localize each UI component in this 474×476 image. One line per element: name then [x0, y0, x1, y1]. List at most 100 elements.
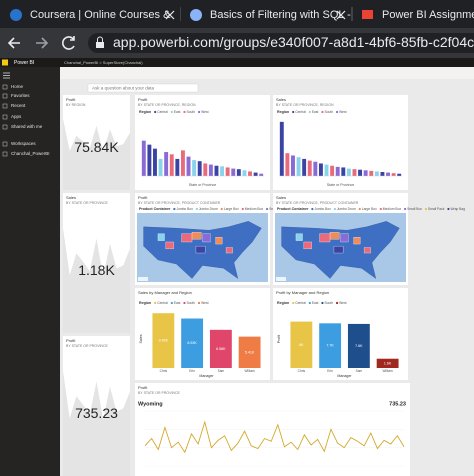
- map-region: [353, 236, 361, 245]
- nav-item[interactable]: Shared with me: [11, 124, 43, 129]
- lock-icon[interactable]: [96, 42, 104, 48]
- bar: [197, 161, 202, 176]
- nav-item[interactable]: Workspaces: [11, 141, 36, 146]
- back-button[interactable]: [7, 37, 20, 49]
- tab[interactable]: Coursera | Online Courses &: [0, 2, 180, 28]
- legend-swatch: [183, 301, 186, 305]
- legend-swatch: [379, 207, 382, 211]
- breadcrumb[interactable]: Chanchal_PowerBI > SuperStore(Chanchal): [64, 60, 143, 65]
- bar: [236, 169, 241, 176]
- nav-item[interactable]: Apps: [11, 114, 22, 119]
- tab-close[interactable]: [165, 10, 175, 20]
- legend-swatch: [292, 301, 295, 305]
- bar: [181, 318, 204, 368]
- reload-button[interactable]: [62, 36, 75, 50]
- tile-subtitle: BY STATE OR PROVINCE: [66, 201, 108, 205]
- nav-icon[interactable]: [2, 141, 8, 147]
- qna-box[interactable]: [87, 83, 199, 93]
- app-brand[interactable]: Power BI: [14, 60, 34, 66]
- legend-title: Product Container: [277, 207, 309, 211]
- legend-swatch: [333, 207, 336, 211]
- data-label: 6.58K: [216, 347, 226, 351]
- app-logo[interactable]: [2, 59, 8, 66]
- nav-icon[interactable]: [2, 151, 8, 157]
- qna-placeholder[interactable]: Ask a question about your data: [92, 85, 155, 90]
- bar: [335, 166, 340, 176]
- bar: [291, 155, 295, 176]
- nav-toggle[interactable]: [3, 72, 10, 79]
- data-label: 5.41K: [245, 350, 255, 354]
- nav-icon[interactable]: [2, 114, 8, 120]
- legend-swatch: [292, 110, 295, 114]
- legend-title: Region: [277, 110, 289, 114]
- legend-label: West: [201, 110, 209, 114]
- nav-item[interactable]: Favorites: [11, 93, 30, 98]
- tab-background: [0, 2, 180, 28]
- legend-title: Region: [139, 301, 151, 305]
- bar: [164, 152, 169, 176]
- bar: [153, 148, 157, 176]
- legend-label: East: [312, 110, 319, 114]
- forward-button[interactable]: [36, 37, 49, 49]
- bar: [231, 168, 236, 176]
- nav-icon[interactable]: [2, 84, 8, 90]
- legend-swatch: [170, 301, 173, 305]
- bar: [347, 323, 370, 368]
- bar: [352, 169, 357, 176]
- bar: [376, 358, 399, 368]
- map-region: [329, 232, 340, 240]
- map-region: [363, 247, 371, 254]
- kpi-backdrop: [63, 371, 130, 476]
- tile-subtitle: BY STATE OR PROVINCE, PRODUCT CONTAINER: [276, 201, 359, 205]
- legend-label: Jumbo Box: [314, 207, 331, 211]
- nav-icon[interactable]: [2, 93, 8, 99]
- legend-label: East: [174, 110, 181, 114]
- bar: [214, 165, 219, 176]
- legend-label: South: [324, 301, 333, 305]
- tile-title: Sales: [276, 97, 286, 102]
- bar: [386, 172, 390, 176]
- data-label: 7.7K: [326, 344, 334, 348]
- bar: [208, 164, 213, 176]
- x-tick-label: Erin: [327, 369, 333, 373]
- x-tick-label: Sam: [218, 369, 225, 373]
- tile-subtitle: BY STATE OR PROVINCE, PRODUCT CONTAINER: [138, 201, 221, 205]
- nav-icon[interactable]: [2, 124, 8, 130]
- bar: [248, 171, 252, 176]
- nav-icon[interactable]: [2, 103, 8, 109]
- nav-item[interactable]: Recent: [11, 103, 26, 108]
- legend-swatch: [241, 207, 244, 211]
- tile[interactable]: Profit by Manager and Region Region Centra…: [273, 288, 408, 380]
- bar: [319, 323, 342, 368]
- bar: [169, 154, 174, 176]
- tab-close[interactable]: [336, 10, 346, 20]
- omnibox[interactable]: [88, 33, 474, 53]
- tab[interactable]: Basics of Filtering with SQL -: [190, 9, 351, 21]
- legend-label: Jumbo Drum: [199, 207, 218, 211]
- tab-icon: [10, 9, 22, 21]
- legend-swatch: [358, 207, 361, 211]
- legend-label: Wrap Bag: [450, 207, 465, 211]
- legend-swatch: [173, 207, 176, 211]
- nav-item[interactable]: Home: [11, 84, 24, 89]
- map-region: [295, 233, 303, 241]
- map-region: [202, 233, 211, 243]
- tile[interactable]: Sales by Manager and Region Region Central…: [135, 288, 270, 380]
- url[interactable]: app.powerbi.com/groups/e340f007-a8d1-4bf…: [113, 34, 474, 50]
- series-name: Wyoming: [138, 401, 163, 407]
- legend-label: Large Box: [224, 207, 239, 211]
- nav-item[interactable]: Chanchal_PowerBI: [11, 151, 50, 156]
- bar: [186, 156, 191, 176]
- kpi-value: 75.84K: [74, 139, 119, 155]
- tab[interactable]: Power BI Assignment: [362, 9, 474, 21]
